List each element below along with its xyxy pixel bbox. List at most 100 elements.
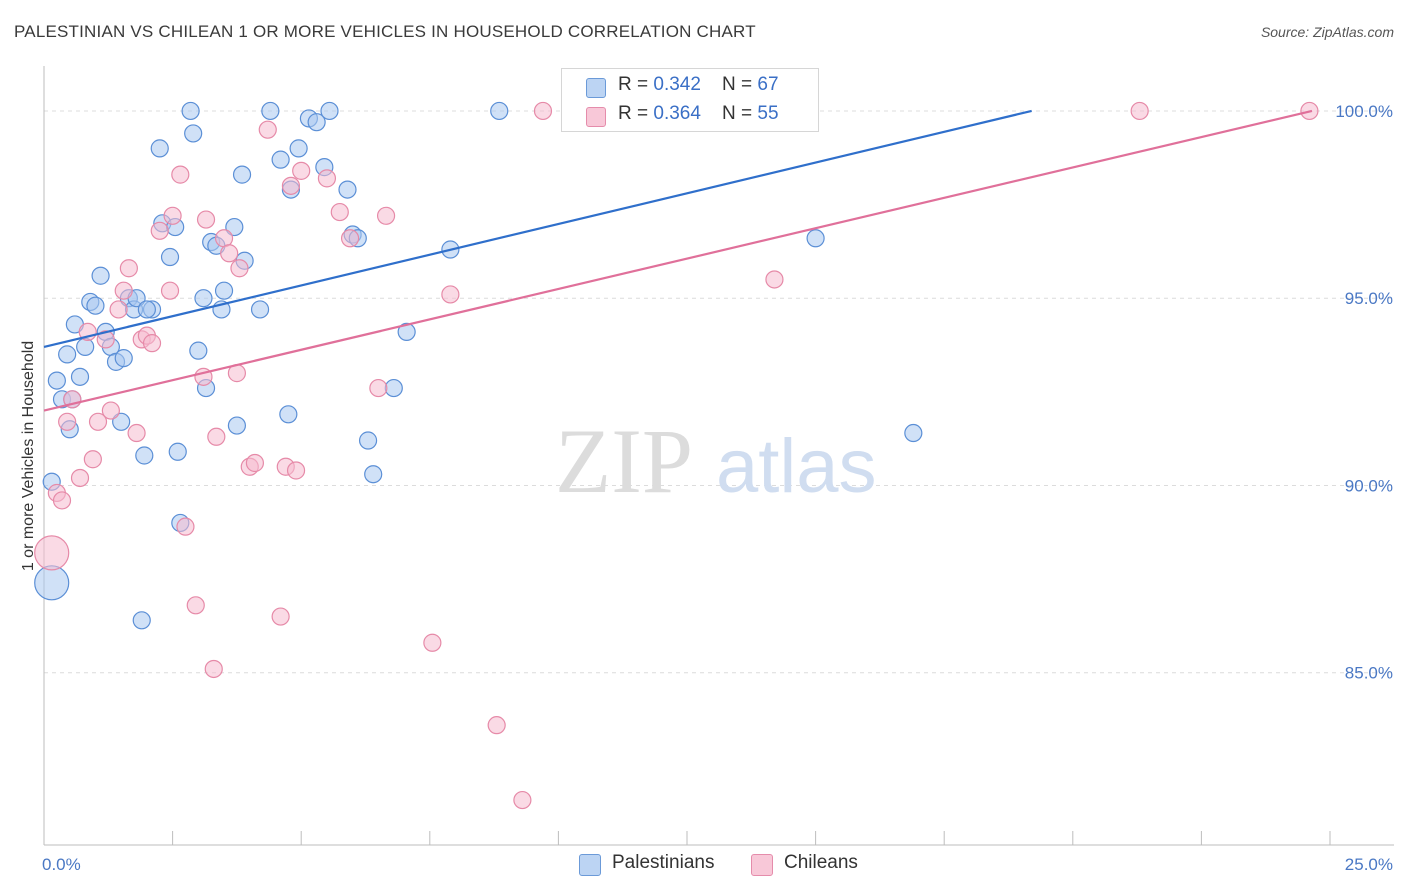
r-value-palestinians: 0.342 — [653, 74, 701, 95]
chileans-point — [317, 169, 337, 188]
palestinians-points — [34, 101, 923, 630]
legend-item-palestinians[interactable]: Palestinians — [579, 851, 729, 877]
chileans-point — [220, 244, 239, 263]
palestinians-point — [364, 465, 383, 484]
chileans-point — [127, 423, 146, 443]
legend-item-chileans[interactable]: Chileans — [751, 851, 871, 877]
palestinians-point — [271, 150, 290, 169]
chileans-trend-line — [43, 109, 1313, 412]
chileans-point — [119, 259, 138, 278]
chileans-point — [533, 101, 553, 121]
n-label: N = — [722, 74, 758, 95]
axes — [43, 66, 1394, 846]
palestinians-point — [225, 217, 244, 237]
chileans-point — [330, 202, 349, 222]
palestinians-point — [250, 300, 270, 319]
palestinians-point — [384, 378, 403, 398]
chileans-point — [83, 450, 102, 469]
r-label: R = — [618, 74, 654, 95]
trend-lines — [43, 109, 1313, 412]
r-value-chileans: 0.364 — [653, 103, 701, 124]
gridlines — [44, 110, 1394, 674]
chileans-point — [109, 300, 128, 319]
palestinians-point — [490, 101, 509, 121]
chileans-point — [340, 229, 360, 248]
palestinians-point — [132, 611, 151, 630]
chileans-point — [207, 427, 226, 446]
y-axis-label: 1 or more Vehicles in Household — [20, 341, 37, 571]
chileans-point — [114, 281, 133, 300]
palestinians-point — [86, 296, 105, 315]
tick-labels: 100.0% 95.0% 90.0% 85.0% 0.0% 25.0% — [42, 102, 1393, 874]
watermark: ZIP atlas — [555, 410, 877, 512]
palestinians-legend-swatch — [579, 854, 601, 876]
palestinians-point — [91, 266, 110, 285]
y-tick-label: 95.0% — [1345, 289, 1393, 308]
palestinians-point — [137, 300, 156, 319]
chileans-legend-label: Chileans — [784, 852, 858, 873]
chileans-point — [281, 176, 301, 195]
chileans-point — [204, 659, 223, 679]
chileans-point — [58, 412, 77, 431]
chileans-swatch — [586, 107, 606, 127]
chileans-point — [423, 633, 442, 652]
palestinians-point — [232, 165, 252, 184]
palestinians-legend-label: Palestinians — [612, 852, 715, 873]
chileans-legend-swatch — [751, 854, 773, 876]
palestinians-swatch — [586, 78, 606, 98]
chileans-point — [1130, 101, 1149, 121]
palestinians-point — [150, 139, 169, 158]
chileans-point — [286, 461, 306, 480]
chileans-point — [150, 221, 169, 240]
n-value-chileans: 55 — [757, 103, 779, 124]
y-tick-label: 90.0% — [1345, 476, 1393, 495]
watermark-atlas: atlas — [716, 424, 877, 509]
palestinians-point — [397, 322, 416, 342]
chileans-point — [34, 535, 70, 571]
palestinians-point — [160, 247, 180, 267]
palestinians-point — [261, 101, 280, 121]
palestinians-point — [168, 442, 187, 461]
chileans-point — [513, 790, 532, 810]
palestinians-point — [112, 412, 131, 431]
palestinians-point — [320, 101, 339, 121]
palestinians-point — [358, 431, 378, 450]
chileans-point — [171, 165, 190, 184]
chileans-point — [88, 412, 108, 431]
chileans-point — [196, 210, 216, 229]
palestinians-point — [189, 341, 208, 360]
chileans-point — [101, 401, 120, 420]
palestinians-point — [135, 446, 154, 465]
correlation-legend: R = 0.342 N = 67 R = 0.364 N = 55 — [561, 68, 819, 132]
chileans-point — [163, 206, 182, 225]
y-tick-label: 85.0% — [1345, 664, 1393, 683]
chileans-point — [369, 378, 388, 398]
chileans-point — [96, 330, 115, 349]
palestinians-point — [181, 101, 200, 121]
palestinians-point — [806, 229, 825, 248]
watermark-zip: ZIP — [555, 410, 693, 512]
chileans-point — [376, 206, 396, 225]
chileans-point — [271, 607, 290, 626]
palestinians-point — [194, 289, 213, 308]
palestinians-point — [184, 124, 203, 143]
chileans-point — [292, 161, 311, 180]
chileans-point — [487, 716, 506, 735]
palestinians-trend-line — [43, 109, 1032, 348]
x-tick-label: 25.0% — [1345, 855, 1393, 874]
chileans-point — [160, 281, 180, 300]
palestinians-point — [289, 139, 308, 158]
n-label: N = — [722, 103, 758, 124]
y-tick-label: 100.0% — [1335, 102, 1393, 121]
chileans-point — [258, 120, 277, 139]
chileans-point — [441, 285, 460, 304]
chileans-point — [765, 270, 784, 289]
x-tick-label: 0.0% — [42, 855, 81, 874]
palestinians-point — [34, 565, 70, 601]
n-value-palestinians: 67 — [757, 74, 779, 95]
palestinians-point — [58, 345, 77, 364]
chileans-point — [142, 334, 162, 353]
chileans-point — [245, 453, 265, 473]
palestinians-point — [114, 349, 133, 368]
chileans-point — [176, 517, 195, 536]
